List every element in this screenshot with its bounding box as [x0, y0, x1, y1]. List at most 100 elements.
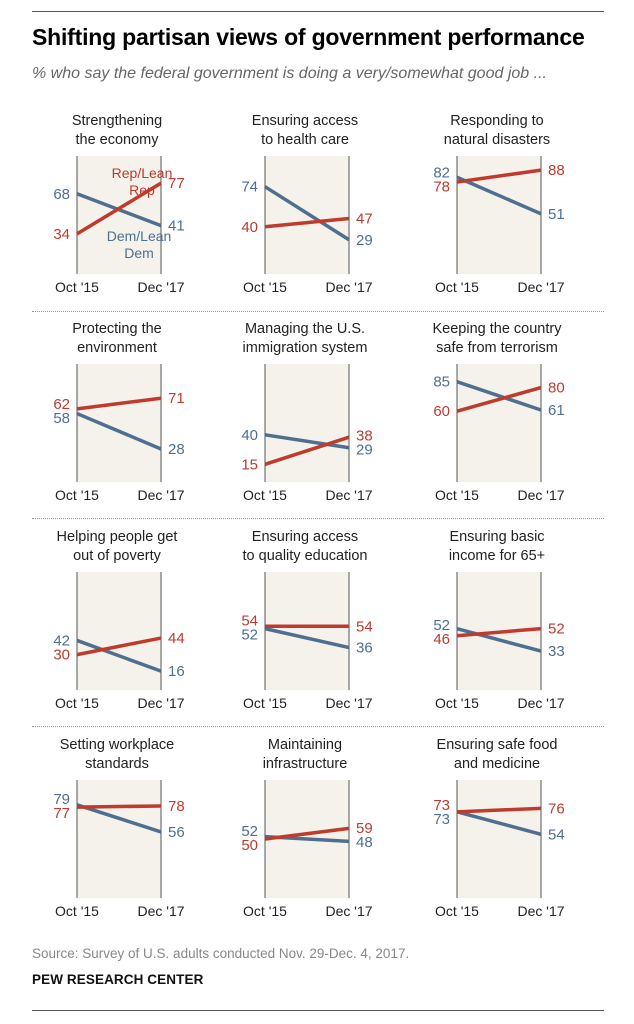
panel-title: Ensuring access to quality education [210, 528, 400, 566]
dem-data-label: 29 [356, 232, 373, 249]
dem-series-line [264, 433, 350, 450]
panel-title-line: Managing the U.S. [244, 321, 366, 337]
chart-panel: 52 50 59 48 Oct '15 Dec '17 Maintaining infrast… [210, 734, 400, 934]
rep-series-label: Rep/Lean Rep [112, 165, 173, 198]
panel-title: Keeping the country safe from terrorism [402, 320, 592, 358]
rep-data-label: 46 [433, 631, 450, 648]
panel-title-line: environment [77, 340, 157, 356]
plot-background [77, 364, 161, 482]
rep-data-label: 78 [168, 798, 185, 815]
dem-series-line [456, 175, 542, 216]
panel-plot: 85 60 61 80 Oct '15 Dec '17 [433, 364, 565, 503]
panel-title: Strengthening the economy [22, 112, 212, 150]
panel-title-line: Helping people get [56, 529, 178, 545]
chart-panel: 82 78 51 88 Oct '15 Dec '17 Responding to natur… [402, 110, 592, 310]
dem-series-line [76, 803, 162, 834]
dem-data-label: 52 [241, 626, 258, 643]
rep-series-line [264, 826, 350, 841]
rep-data-label: 60 [433, 403, 450, 420]
chart-panel: 52 46 33 52 Oct '15 Dec '17 Ensuring basic inco… [402, 526, 592, 726]
panel-title-line: Maintaining [267, 737, 343, 753]
x-tick-label: Oct '15 [435, 903, 479, 919]
x-tick-label: Dec '17 [517, 695, 564, 711]
panel-title: Setting workplace standards [22, 736, 212, 774]
chart-panel: 74 40 29 47 Oct '15 Dec '17 Ensuring access to … [210, 110, 400, 310]
plot-background [265, 364, 349, 482]
panel-title-line: Responding to [450, 113, 544, 129]
dem-data-label: 33 [548, 643, 565, 660]
dem-series-label-line: Dem [124, 245, 154, 261]
panel-title-line: Ensuring safe food [436, 737, 558, 753]
rep-series-label-line: Rep [129, 182, 155, 198]
dem-data-label: 79 [53, 791, 70, 808]
dem-data-label: 54 [548, 826, 565, 843]
rep-series-line [456, 168, 542, 184]
panel-title-line: standards [85, 756, 149, 772]
dem-data-label: 16 [168, 663, 185, 680]
plot-background [457, 156, 541, 274]
dem-data-label: 36 [356, 640, 373, 657]
x-tick-label: Dec '17 [517, 903, 564, 919]
panel-title: Helping people get out of poverty [22, 528, 212, 566]
panel-title-line: safe from terrorism [436, 340, 558, 356]
rep-data-label: 78 [433, 179, 450, 196]
x-tick-label: Dec '17 [325, 903, 372, 919]
panel-title: Responding to natural disasters [402, 112, 592, 150]
panel-title-line: natural disasters [443, 132, 551, 148]
dem-data-label: 52 [241, 823, 258, 840]
rep-data-label: 50 [241, 837, 258, 854]
chart-panel: 85 60 61 80 Oct '15 Dec '17 Keeping the countr… [402, 318, 592, 518]
top-rule [32, 11, 604, 12]
rep-data-label: 47 [356, 211, 373, 228]
panel-title-line: and medicine [453, 756, 541, 772]
dem-data-label: 51 [548, 206, 565, 223]
x-tick-label: Dec '17 [137, 487, 184, 503]
x-tick-label: Dec '17 [517, 487, 564, 503]
rep-data-label: 76 [548, 800, 565, 817]
panel-title-line: Ensuring access [251, 113, 359, 129]
panel-title-line: income for 65+ [448, 548, 546, 564]
dem-series-label-line: Dem/Lean [107, 228, 172, 244]
x-tick-label: Oct '15 [243, 487, 287, 503]
plot-background [77, 572, 161, 690]
chart-panel: 54 52 36 54 Oct '15 Dec '17 Ensuring access to … [210, 526, 400, 726]
x-tick-label: Oct '15 [243, 279, 287, 295]
dem-data-label: 61 [548, 402, 565, 419]
bottom-rule [32, 1010, 604, 1011]
dem-series-label: Dem/Lean Dem [107, 228, 172, 261]
dem-series-line [76, 411, 162, 451]
panel-title-line: Setting workplace [59, 737, 175, 753]
row-divider [32, 518, 604, 519]
rep-data-label: 30 [53, 647, 70, 664]
rep-series-line [76, 804, 162, 809]
panel-title-line: Protecting the [72, 321, 162, 337]
rep-data-label: 15 [241, 456, 258, 473]
panel-title: Managing the U.S. immigration system [210, 320, 400, 358]
x-tick-label: Dec '17 [517, 279, 564, 295]
brand-logo-text: PEW RESEARCH CENTER [32, 972, 204, 987]
rep-series-line [456, 385, 542, 413]
chart-title: Shifting partisan views of government pe… [32, 24, 585, 50]
chart-panel: 73 73 54 76 Oct '15 Dec '17 Ensuring safe food… [402, 734, 592, 934]
dem-series-line [264, 185, 350, 242]
dem-data-label: 29 [356, 441, 373, 458]
rep-series-line [76, 636, 162, 657]
dem-data-label: 82 [433, 165, 450, 182]
x-tick-label: Oct '15 [55, 279, 99, 295]
x-tick-label: Oct '15 [243, 695, 287, 711]
panel-title: Ensuring safe food and medicine [402, 736, 592, 774]
x-tick-label: Dec '17 [137, 695, 184, 711]
x-tick-label: Dec '17 [325, 695, 372, 711]
dem-series-line [456, 626, 542, 653]
panel-title-line: Ensuring basic [449, 529, 545, 545]
dem-data-label: 52 [433, 617, 450, 634]
chart-subtitle: % who say the federal government is doin… [32, 65, 547, 82]
dem-data-label: 42 [53, 632, 70, 649]
rep-data-label: 52 [548, 621, 565, 638]
dem-data-label: 48 [356, 834, 373, 851]
